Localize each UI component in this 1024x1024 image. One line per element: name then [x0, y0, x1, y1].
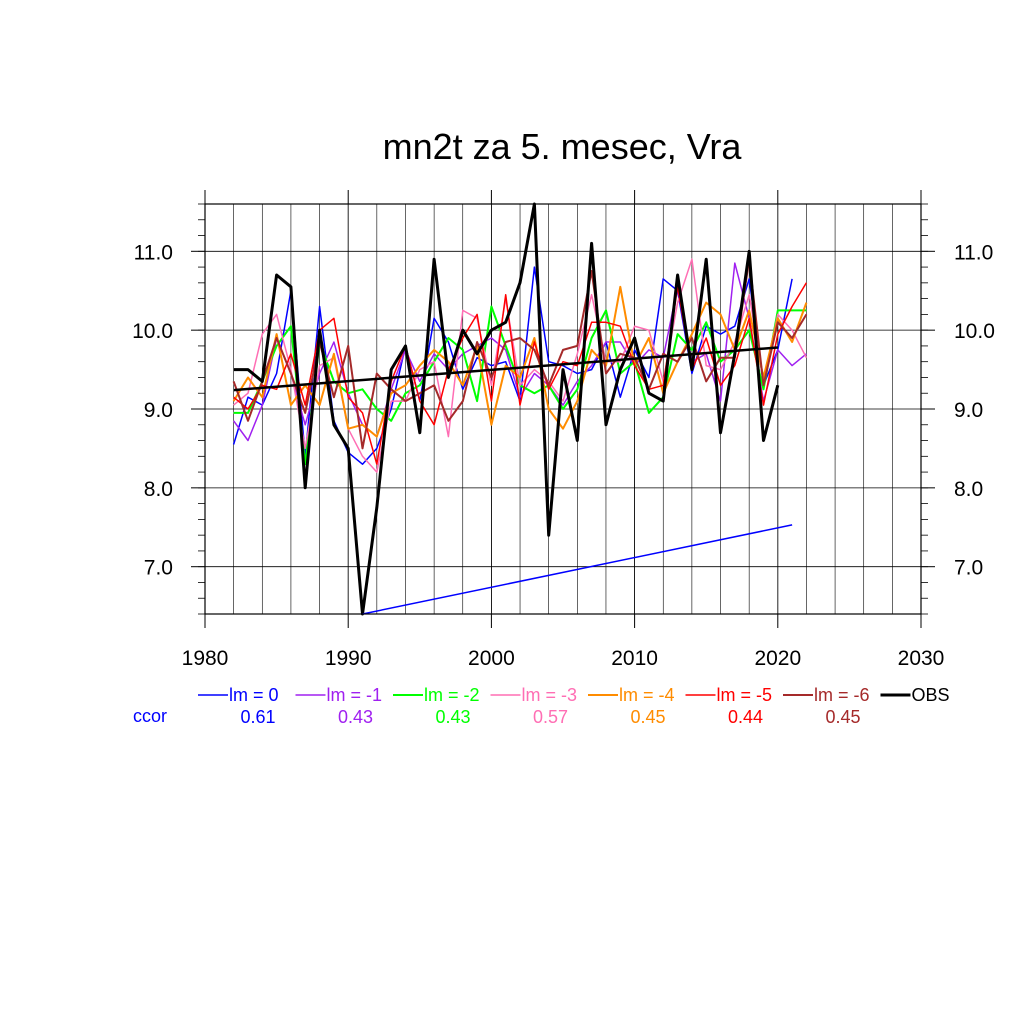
- series-line: [233, 202, 780, 616]
- series-lines: [232, 202, 808, 616]
- legend-label: lm = -5: [717, 685, 773, 705]
- axis-labels: 1980 1990 2000 2010 2020 2030 7.0 7.0 8.0 8.0 9.0 9…: [132, 241, 995, 670]
- plot-frame: [204, 203, 922, 615]
- y-tick-label-left: 11.0: [134, 241, 173, 264]
- x-tick-label: 2000: [468, 647, 515, 670]
- y-tick-label-right: 9.0: [954, 399, 983, 422]
- ccor-value: 0.43: [435, 707, 470, 727]
- y-tick-label-right: 8.0: [954, 478, 983, 501]
- series-line: [232, 258, 808, 450]
- x-tick-label: 2020: [754, 647, 801, 670]
- legend-label: lm = -4: [619, 685, 675, 705]
- legend-label: lm = -6: [814, 685, 870, 705]
- series-line: [232, 262, 807, 442]
- y-tick-label-right: 11.0: [954, 241, 993, 264]
- x-tick-label: 1980: [182, 647, 229, 670]
- chart-title: mn2t za 5. mesec, Vra: [383, 126, 743, 167]
- legend-label: lm = -3: [522, 685, 578, 705]
- trend-lines: [233, 346, 793, 615]
- ccor-value: 0.44: [728, 707, 763, 727]
- ccor-value: 0.45: [630, 707, 665, 727]
- axis-ticks: [191, 190, 935, 628]
- x-tick-label: 2030: [898, 647, 945, 670]
- legend-label: lm = 0: [229, 685, 279, 705]
- y-tick-label-left: 9.0: [144, 399, 173, 422]
- y-tick-label-right: 7.0: [954, 557, 983, 580]
- y-tick-label-left: 8.0: [144, 478, 173, 501]
- ccor-value: 0.57: [533, 707, 568, 727]
- y-tick-label-right: 10.0: [954, 320, 995, 343]
- ccor-value: 0.45: [825, 707, 860, 727]
- legend-label: lm = -2: [424, 685, 480, 705]
- grid: [204, 204, 922, 614]
- series-line: [233, 258, 808, 473]
- ccor-value: 0.61: [240, 707, 275, 727]
- y-tick-label-left: 10.0: [132, 320, 173, 343]
- x-tick-label: 1990: [325, 647, 372, 670]
- legend-label: lm = -1: [327, 685, 383, 705]
- ccor-label: ccor: [133, 706, 167, 726]
- ccor-value: 0.43: [338, 707, 373, 727]
- trend-line: [233, 346, 778, 392]
- x-tick-label: 2010: [611, 647, 658, 670]
- y-tick-label-left: 7.0: [144, 557, 173, 580]
- legend: lm = 0 lm = -1 lm = -2 lm = -3 lm = -4 lm = -…: [133, 685, 950, 727]
- legend-label: OBS: [912, 685, 950, 705]
- trend-line: [362, 524, 793, 615]
